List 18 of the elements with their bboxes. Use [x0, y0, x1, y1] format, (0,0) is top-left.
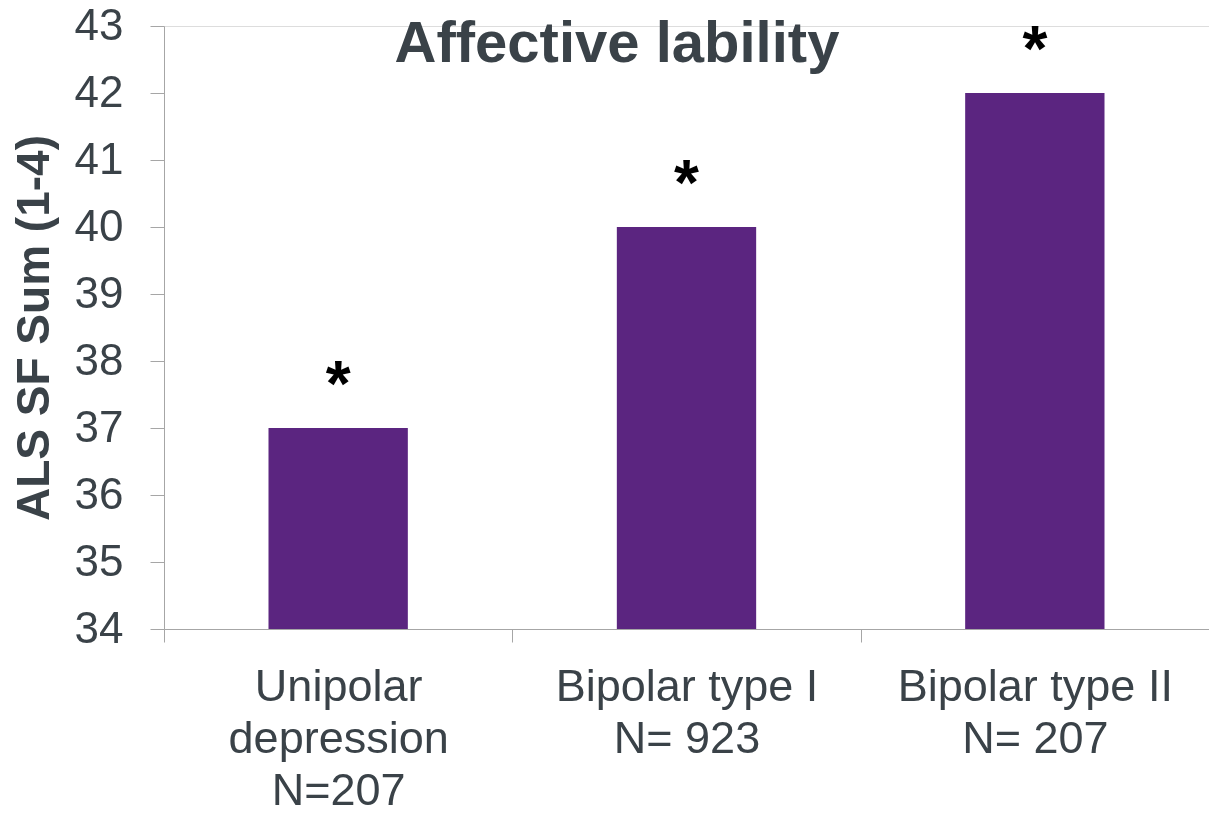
annotation: *	[1022, 13, 1048, 85]
x-tick-label: Bipolar type I N= 923	[555, 659, 819, 763]
x-tick-label: Bipolar type II N= 207	[897, 659, 1173, 763]
y-tick-label: 39	[74, 267, 124, 317]
annotation: *	[325, 348, 351, 420]
y-tick-label: 43	[74, 0, 124, 49]
y-tick-label: 37	[74, 401, 124, 451]
y-tick-label: 41	[74, 133, 124, 183]
y-axis-title: ALS SF Sum (1-4)	[6, 135, 59, 521]
y-tick-label: 40	[74, 200, 124, 250]
chart-title: Affective lability	[394, 9, 840, 74]
y-tick-label: 35	[74, 535, 124, 585]
y-tick-label: 34	[74, 602, 124, 652]
annotation: *	[674, 147, 700, 219]
y-tick-label: 38	[74, 334, 124, 384]
y-tick-label: 42	[74, 66, 124, 116]
y-tick-label: 36	[74, 468, 124, 518]
x-tick-label: Unipolar depression N=207	[228, 659, 449, 815]
